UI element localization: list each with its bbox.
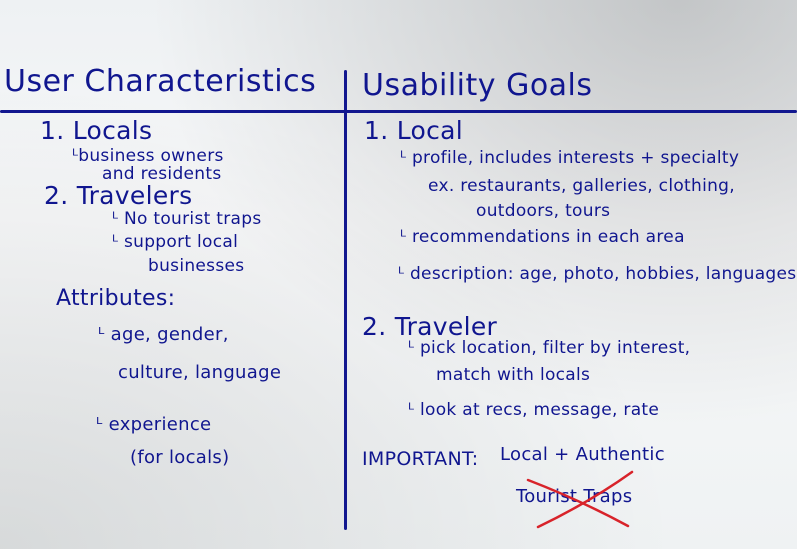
travelers-sub2-line1: ᴸ support local — [112, 232, 239, 252]
local-description: ᴸ description: age, photo, hobbies, lang… — [398, 264, 797, 284]
local-title: 1. Local — [364, 116, 463, 145]
attributes-title: Attributes: — [56, 286, 176, 311]
local-profile-line1: ᴸ profile, includes interests + specialt… — [400, 148, 740, 168]
locals-sub-line1: ᴸbusiness owners — [72, 146, 224, 166]
traveler-look-at-recs: ᴸ look at recs, message, rate — [408, 400, 660, 420]
local-recommendations: ᴸ recommendations in each area — [400, 227, 685, 247]
travelers-title: 2. Travelers — [44, 181, 193, 210]
locals-sub-line2: and residents — [102, 164, 222, 184]
attribute-experience: ᴸ experience — [96, 414, 212, 435]
right-heading: Usability Goals — [362, 68, 593, 103]
local-profile-line2: ex. restaurants, galleries, clothing, — [428, 176, 735, 196]
locals-title: 1. Locals — [40, 116, 153, 145]
left-heading: User Characteristics — [4, 64, 317, 99]
attribute-culture-language: culture, language — [118, 362, 282, 383]
cross-stroke-1 — [526, 478, 630, 528]
cross-stroke-2 — [536, 470, 634, 529]
traveler-pick-line2: match with locals — [436, 365, 591, 385]
traveler-pick-line1: ᴸ pick location, filter by interest, — [408, 338, 691, 358]
traveler-title: 2. Traveler — [362, 312, 498, 341]
attribute-for-locals: (for locals) — [130, 447, 230, 468]
travelers-sub2-line2: businesses — [148, 256, 245, 276]
important-value: Local + Authentic — [500, 444, 665, 465]
local-profile-line3: outdoors, tours — [476, 201, 611, 221]
horizontal-divider — [0, 110, 797, 113]
travelers-sub1: ᴸ No tourist traps — [112, 209, 262, 229]
vertical-divider — [344, 70, 347, 530]
important-label: IMPORTANT: — [362, 448, 479, 470]
attribute-age-gender: ᴸ age, gender, — [98, 324, 229, 345]
